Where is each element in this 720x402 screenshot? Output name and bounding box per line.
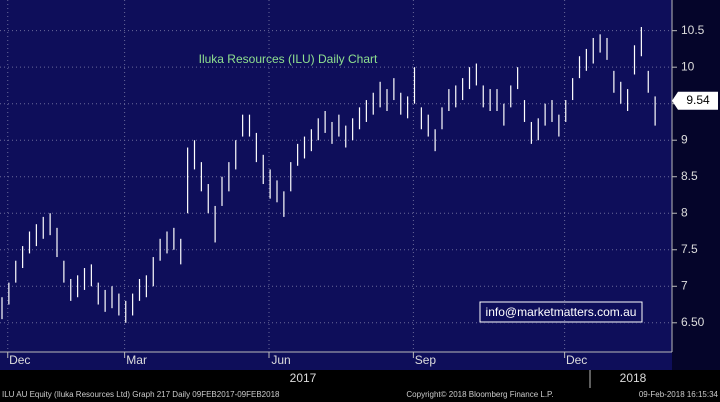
y-tick-label: 10 (681, 59, 695, 73)
x-tick-label: Jun (271, 353, 290, 367)
last-price-label: 9.54 (686, 93, 710, 107)
y-tick-label: 8.5 (681, 169, 698, 183)
y-tick-label: 6.50 (681, 315, 705, 329)
annotation: info@marketmatters.com.au (486, 305, 637, 319)
y-tick-label: 10.5 (681, 23, 705, 37)
footer-left: ILU AU Equity (Iluka Resources Ltd) Grap… (2, 390, 280, 399)
x-tick-label: Mar (126, 353, 147, 367)
y-tick-label: 7.5 (681, 242, 698, 256)
y-tick-label: 7 (681, 278, 688, 292)
x-tick-label: Dec (566, 353, 587, 367)
footer-right: 09-Feb-2018 16:15:34 (639, 390, 719, 399)
year-label: 2018 (620, 371, 647, 385)
x-tick-label: Dec (9, 353, 30, 367)
year-strip (0, 370, 720, 388)
y-tick-label: 9 (681, 132, 688, 146)
year-label: 2017 (290, 371, 317, 385)
chart-title: Iluka Resources (ILU) Daily Chart (199, 52, 378, 66)
y-tick-label: 8 (681, 205, 688, 219)
last-price-marker (672, 91, 718, 110)
x-tick-label: Sep (415, 353, 437, 367)
axis-background (672, 0, 720, 370)
footer-center: Copyright© 2018 Bloomberg Finance L.P. (406, 390, 553, 399)
annotation-box (479, 301, 643, 323)
